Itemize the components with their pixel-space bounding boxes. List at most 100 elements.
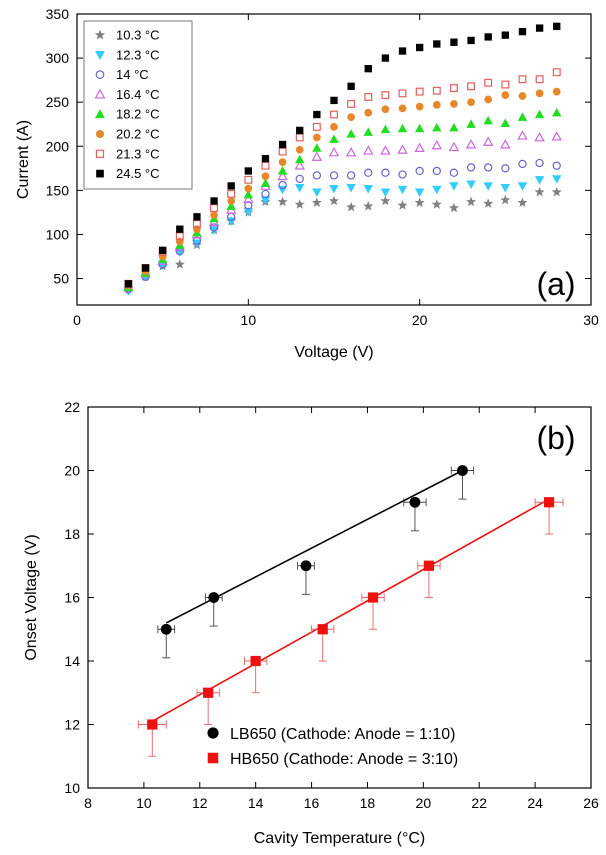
data-point <box>363 145 374 155</box>
data-point <box>380 188 391 197</box>
legend-marker <box>95 109 105 119</box>
data-point <box>501 31 509 39</box>
data-point <box>535 158 544 168</box>
data-point <box>300 560 312 572</box>
data-point <box>346 129 356 138</box>
series-1 <box>123 175 562 296</box>
series-1 <box>137 497 564 757</box>
data-point <box>176 225 184 233</box>
data-point <box>517 130 528 140</box>
data-point <box>518 27 527 36</box>
data-point <box>261 161 270 170</box>
data-point <box>329 134 339 143</box>
series-0 <box>123 186 562 294</box>
legend-entry: 20.2 °C <box>116 127 160 142</box>
data-point <box>483 182 493 191</box>
data-point <box>346 201 357 212</box>
data-point <box>380 124 391 134</box>
legend-marker <box>96 169 104 178</box>
data-point <box>158 252 167 261</box>
legend-marker <box>95 70 105 79</box>
data-point <box>450 100 458 108</box>
y-tick-label: 14 <box>64 653 80 669</box>
data-point <box>432 86 441 95</box>
data-point <box>551 186 562 197</box>
data-point <box>398 47 407 55</box>
data-point <box>244 175 253 184</box>
data-point <box>423 560 435 571</box>
data-point <box>432 166 441 176</box>
data-point <box>450 38 458 46</box>
data-point <box>381 168 390 177</box>
plot-frame <box>76 13 592 306</box>
legend-entry: 24.5 °C <box>116 166 160 181</box>
data-point <box>449 168 459 177</box>
legend-marker <box>95 149 105 158</box>
x-tick-label: 20 <box>412 312 428 328</box>
data-point <box>517 112 528 121</box>
fit-line <box>151 498 550 723</box>
legend-entry: 21.3 °C <box>116 146 160 161</box>
y-tick-label: 16 <box>64 590 80 606</box>
data-point <box>534 176 545 185</box>
data-point <box>467 82 476 91</box>
data-point <box>397 123 408 133</box>
data-point <box>175 232 184 241</box>
legend-entry: HB650 (Cathode: Anode = 3:10) <box>230 751 458 768</box>
data-point <box>398 89 407 98</box>
data-point <box>193 213 201 221</box>
data-point <box>367 592 379 603</box>
y-axis-label: Current (A) <box>15 120 32 199</box>
y-tick-label: 18 <box>64 526 80 542</box>
data-point <box>482 136 494 146</box>
data-point <box>381 54 390 62</box>
x-axis-label: Voltage (V) <box>294 344 373 361</box>
data-point <box>518 75 527 84</box>
data-point <box>457 465 468 476</box>
data-point <box>329 184 339 194</box>
data-point <box>432 100 441 109</box>
data-point <box>295 145 304 154</box>
data-point <box>448 202 459 213</box>
data-point <box>500 184 511 193</box>
data-point <box>414 142 425 152</box>
y-tick-label: 150 <box>46 182 70 198</box>
data-point <box>294 199 305 209</box>
x-tick-label: 30 <box>583 312 599 328</box>
data-point <box>534 186 545 197</box>
data-point <box>192 219 201 228</box>
data-point <box>227 189 236 198</box>
data-point <box>295 184 305 193</box>
data-point <box>552 87 561 96</box>
data-point <box>414 123 425 133</box>
x-tick-label: 10 <box>136 795 152 811</box>
panel-label: (b) <box>536 420 575 456</box>
data-point <box>160 623 172 635</box>
legend-marker <box>207 727 219 739</box>
data-point <box>483 198 494 208</box>
data-point <box>260 196 271 205</box>
data-point <box>484 95 493 104</box>
data-point <box>345 147 357 157</box>
legend-marker <box>94 29 106 40</box>
data-point <box>210 197 218 205</box>
legend-entry: 12.3 °C <box>116 47 160 62</box>
data-point <box>244 167 252 175</box>
data-point <box>534 109 545 119</box>
data-point <box>431 199 442 209</box>
data-point <box>364 65 372 73</box>
data-point <box>415 87 424 96</box>
data-point <box>295 133 304 142</box>
data-point <box>209 223 219 232</box>
data-point <box>467 98 475 107</box>
data-point <box>449 84 458 93</box>
data-point <box>277 196 288 207</box>
data-point <box>517 182 528 191</box>
data-point <box>347 113 356 122</box>
data-point <box>124 280 133 288</box>
data-point <box>210 211 218 219</box>
data-point <box>347 82 355 90</box>
data-point <box>484 78 493 87</box>
data-point <box>364 92 373 101</box>
